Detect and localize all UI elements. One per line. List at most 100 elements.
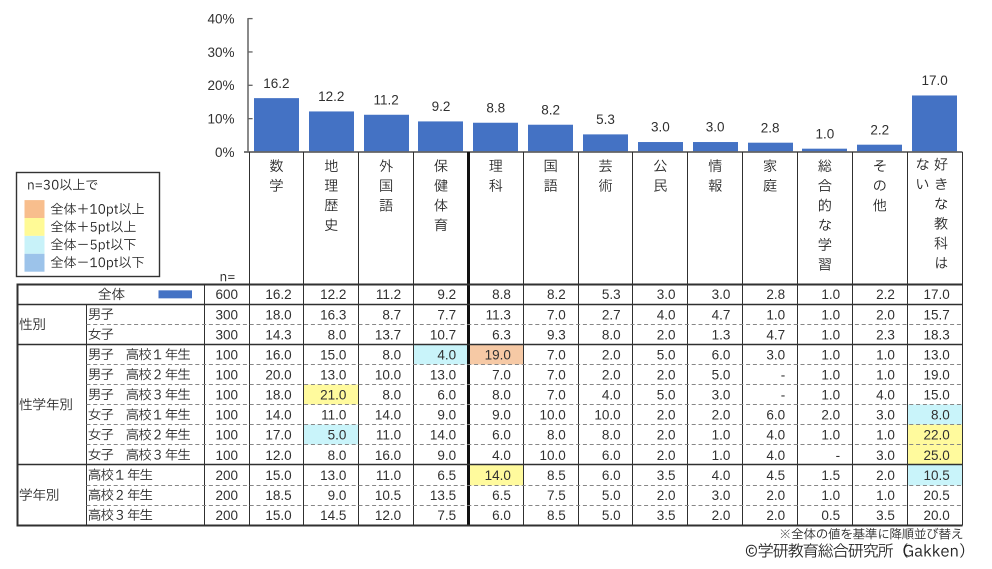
- svg-text:7.0: 7.0: [492, 368, 511, 383]
- svg-text:1.0: 1.0: [712, 448, 731, 463]
- svg-text:7.0: 7.0: [547, 388, 566, 403]
- svg-text:2.0: 2.0: [657, 428, 676, 443]
- svg-text:0.5: 0.5: [821, 508, 840, 523]
- svg-text:8.0: 8.0: [602, 327, 621, 342]
- svg-text:12.0: 12.0: [265, 448, 291, 463]
- svg-text:1.0: 1.0: [821, 428, 840, 443]
- svg-text:18.0: 18.0: [265, 388, 291, 403]
- svg-text:100: 100: [215, 408, 238, 423]
- svg-text:2.0: 2.0: [657, 488, 676, 503]
- svg-text:11.2: 11.2: [373, 93, 398, 108]
- svg-text:10.0: 10.0: [375, 368, 401, 383]
- svg-text:2.0: 2.0: [602, 347, 621, 362]
- svg-text:16.2: 16.2: [263, 76, 289, 91]
- svg-text:9.2: 9.2: [437, 287, 456, 302]
- svg-text:3.0: 3.0: [657, 287, 676, 302]
- svg-text:9.3: 9.3: [547, 327, 566, 342]
- svg-text:2.0: 2.0: [712, 408, 731, 423]
- svg-text:2.0: 2.0: [766, 508, 785, 523]
- svg-text:8.5: 8.5: [547, 508, 566, 523]
- svg-text:4.0: 4.0: [712, 468, 731, 483]
- svg-text:8.7: 8.7: [382, 307, 401, 322]
- svg-text:5.3: 5.3: [602, 287, 621, 302]
- svg-text:30%: 30%: [207, 45, 234, 60]
- svg-text:4.0: 4.0: [437, 347, 456, 362]
- svg-text:19.0: 19.0: [485, 347, 511, 362]
- svg-text:1.0: 1.0: [821, 488, 840, 503]
- svg-text:4.0: 4.0: [602, 388, 621, 403]
- svg-text:7.0: 7.0: [547, 307, 566, 322]
- svg-text:15.0: 15.0: [320, 347, 346, 362]
- svg-text:16.3: 16.3: [320, 307, 346, 322]
- svg-text:2.0: 2.0: [821, 408, 840, 423]
- svg-text:200: 200: [215, 468, 238, 483]
- svg-text:2.0: 2.0: [876, 468, 895, 483]
- svg-text:17.0: 17.0: [921, 73, 947, 88]
- svg-text:15.0: 15.0: [924, 388, 950, 403]
- svg-text:3.0: 3.0: [712, 287, 731, 302]
- svg-text:2.2: 2.2: [870, 122, 889, 137]
- svg-text:1.0: 1.0: [821, 327, 840, 342]
- svg-text:12.0: 12.0: [375, 508, 401, 523]
- svg-text:14.0: 14.0: [375, 408, 401, 423]
- svg-text:11.0: 11.0: [321, 408, 346, 423]
- svg-text:200: 200: [215, 488, 238, 503]
- svg-text:4.0: 4.0: [492, 448, 511, 463]
- svg-text:6.0: 6.0: [492, 428, 511, 443]
- svg-text:1.0: 1.0: [876, 428, 895, 443]
- svg-text:3.0: 3.0: [876, 448, 895, 463]
- svg-text:6.0: 6.0: [602, 448, 621, 463]
- svg-text:2.0: 2.0: [657, 448, 676, 463]
- svg-text:21.0: 21.0: [320, 388, 346, 403]
- svg-text:6.3: 6.3: [492, 327, 511, 342]
- svg-text:300: 300: [215, 307, 238, 322]
- svg-text:13.7: 13.7: [375, 327, 401, 342]
- svg-text:2.0: 2.0: [657, 327, 676, 342]
- svg-text:1.0: 1.0: [821, 347, 840, 362]
- svg-text:100: 100: [215, 448, 238, 463]
- svg-text:12.2: 12.2: [320, 287, 346, 302]
- svg-text:10.0: 10.0: [594, 408, 620, 423]
- svg-text:8.0: 8.0: [328, 448, 347, 463]
- svg-text:4.7: 4.7: [766, 327, 785, 342]
- svg-text:1.5: 1.5: [821, 468, 840, 483]
- svg-text:5.0: 5.0: [657, 388, 676, 403]
- svg-text:7.7: 7.7: [437, 307, 456, 322]
- svg-text:3.0: 3.0: [712, 488, 731, 503]
- svg-text:2.0: 2.0: [657, 408, 676, 423]
- svg-text:1.0: 1.0: [766, 307, 785, 322]
- svg-text:20.0: 20.0: [265, 368, 291, 383]
- svg-text:1.0: 1.0: [816, 126, 835, 141]
- svg-text:0%: 0%: [215, 145, 235, 160]
- svg-text:19.0: 19.0: [924, 368, 950, 383]
- svg-text:15.0: 15.0: [265, 468, 291, 483]
- svg-text:3.5: 3.5: [657, 468, 676, 483]
- svg-text:5.0: 5.0: [657, 347, 676, 362]
- svg-text:2.0: 2.0: [712, 508, 731, 523]
- svg-text:200: 200: [215, 508, 238, 523]
- svg-text:6.5: 6.5: [492, 488, 511, 503]
- svg-text:1.0: 1.0: [876, 488, 895, 503]
- svg-text:20.5: 20.5: [924, 488, 950, 503]
- svg-text:6.0: 6.0: [602, 468, 621, 483]
- svg-text:600: 600: [215, 287, 238, 302]
- svg-text:8.0: 8.0: [492, 388, 511, 403]
- svg-text:14.0: 14.0: [430, 428, 456, 443]
- svg-text:16.0: 16.0: [375, 448, 401, 463]
- svg-text:9.0: 9.0: [437, 448, 456, 463]
- svg-text:14.3: 14.3: [265, 327, 291, 342]
- svg-text:8.0: 8.0: [547, 428, 566, 443]
- svg-text:5.0: 5.0: [602, 488, 621, 503]
- svg-text:9.0: 9.0: [328, 488, 347, 503]
- svg-text:2.0: 2.0: [602, 368, 621, 383]
- svg-text:2.2: 2.2: [876, 287, 895, 302]
- svg-text:10.5: 10.5: [924, 468, 950, 483]
- svg-text:8.0: 8.0: [382, 388, 401, 403]
- svg-text:-: -: [781, 388, 786, 403]
- svg-text:10.7: 10.7: [430, 327, 456, 342]
- svg-text:6.5: 6.5: [437, 468, 456, 483]
- svg-text:1.0: 1.0: [821, 287, 840, 302]
- svg-text:5.0: 5.0: [712, 368, 731, 383]
- svg-text:14.5: 14.5: [320, 508, 346, 523]
- svg-text:6.0: 6.0: [492, 508, 511, 523]
